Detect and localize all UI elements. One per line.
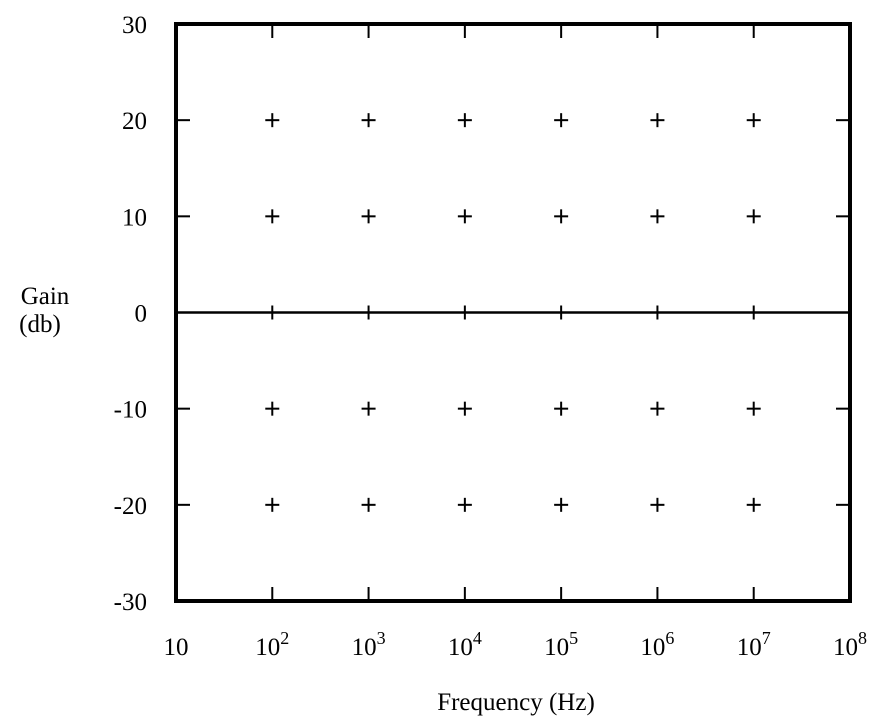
y-tick-label: 0 xyxy=(135,301,148,328)
y-tick-label: 10 xyxy=(122,204,147,231)
x-axis-label: Frequency (Hz) xyxy=(437,689,595,716)
grid-plus-marker xyxy=(554,209,569,224)
y-tick-labels: 30 20 10 0 -10 -20 -30 xyxy=(114,12,147,616)
grid-plus-marker xyxy=(457,209,472,224)
y-tick-label: -30 xyxy=(114,589,147,616)
x-tick-label: 105 xyxy=(544,628,578,661)
grid-plus-marker xyxy=(554,401,569,416)
grid-plus-marker xyxy=(361,401,376,416)
y-tick-label: 20 xyxy=(122,108,147,135)
y-tick-label: 30 xyxy=(122,12,147,39)
grid-plus-marker xyxy=(554,497,569,512)
x-tick-label: 10 xyxy=(164,634,189,661)
grid-plus-marker xyxy=(265,401,280,416)
grid-plus-marker xyxy=(746,113,761,128)
grid-plus-marker xyxy=(746,401,761,416)
y-tick-label: -20 xyxy=(114,493,147,520)
grid-plus-marker xyxy=(457,113,472,128)
grid-plus-marker xyxy=(361,113,376,128)
x-tick-label: 104 xyxy=(448,628,482,661)
grid-plus-marker xyxy=(265,209,280,224)
grid-plus-marker xyxy=(746,497,761,512)
x-tick-labels: 10 102 103 104 105 106 107 108 xyxy=(164,628,868,661)
grid-plus-marker xyxy=(457,497,472,512)
grid-plus-marker xyxy=(265,113,280,128)
grid-plus-marker xyxy=(361,209,376,224)
grid-plus-marker xyxy=(554,113,569,128)
grid-markers xyxy=(265,113,761,512)
x-tick-label: 107 xyxy=(737,628,771,661)
x-tick-label: 108 xyxy=(833,628,867,661)
x-tick-label: 102 xyxy=(255,628,289,661)
grid-plus-marker xyxy=(650,401,665,416)
grid-plus-marker xyxy=(650,113,665,128)
plot-frame xyxy=(174,22,852,603)
grid-plus-marker xyxy=(361,497,376,512)
x-tick-label: 103 xyxy=(352,628,386,661)
x-tick-label: 106 xyxy=(640,628,674,661)
grid-plus-marker xyxy=(650,209,665,224)
y-tick-label: -10 xyxy=(114,397,147,424)
grid-plus-marker xyxy=(746,209,761,224)
grid-plus-marker xyxy=(265,497,280,512)
grid-plus-marker xyxy=(457,401,472,416)
y-axis-label-line-2: (db) xyxy=(19,311,61,338)
grid-plus-marker xyxy=(650,497,665,512)
y-axis-label-line-1: Gain xyxy=(21,283,70,310)
